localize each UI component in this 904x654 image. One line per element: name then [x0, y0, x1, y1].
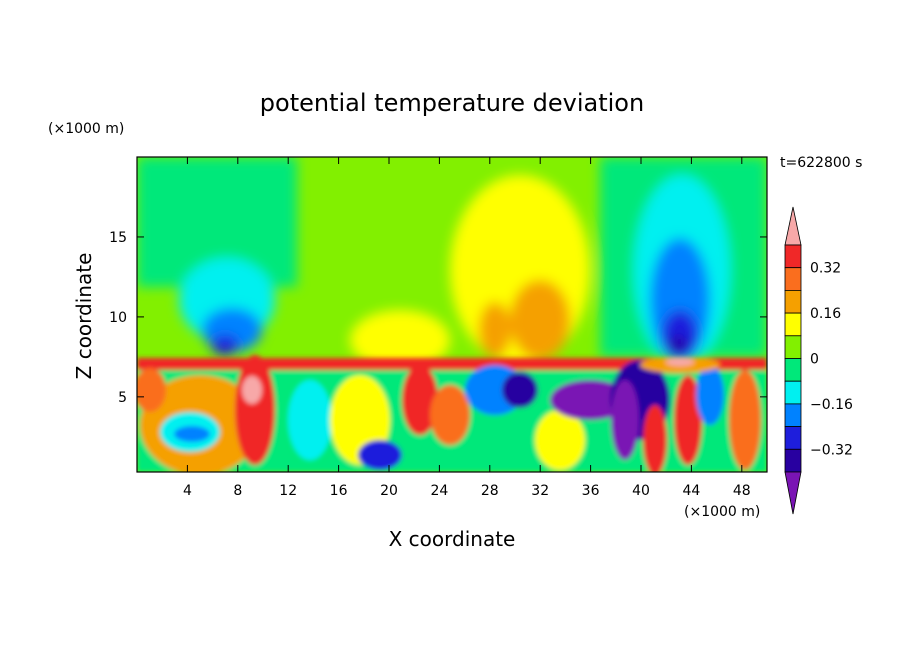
colorbar: 0.32 0.16 0 −0.16 −0.32 [784, 206, 853, 515]
x-tick-label: 20 [380, 483, 398, 499]
colorbar-tick-label: −0.16 [810, 397, 853, 413]
x-tick-label: 36 [582, 483, 600, 499]
y-axis-title: Z coordinate [72, 253, 96, 380]
lower-field [137, 355, 767, 472]
colorbar-extend-bottom [784, 471, 802, 515]
y-tick-label: 15 [109, 230, 127, 246]
x-tick-label: 8 [233, 483, 242, 499]
x-tick-label: 40 [632, 483, 650, 499]
colorbar-tick-label: 0.32 [810, 261, 841, 277]
y-unit-label: (×1000 m) [48, 121, 124, 137]
x-tick-label: 48 [733, 483, 751, 499]
colorbar-tick-label: 0 [810, 352, 819, 368]
colorbar-tick-label: −0.32 [810, 442, 853, 458]
y-tick-label: 5 [118, 390, 127, 406]
y-tick-label: 10 [109, 310, 127, 326]
colorbar-swatch [784, 289, 802, 314]
colorbar-swatch [784, 312, 802, 337]
chart-title: potential temperature deviation [260, 89, 644, 117]
heatmap-field [137, 157, 767, 472]
x-axis: 4 8 12 16 20 24 28 32 36 40 44 48 [183, 157, 751, 499]
x-tick-label: 12 [279, 483, 297, 499]
time-label: t=622800 s [780, 155, 862, 171]
x-tick-label: 16 [330, 483, 348, 499]
x-axis-title: X coordinate [389, 527, 516, 551]
x-tick-label: 4 [183, 483, 192, 499]
colorbar-swatch [784, 448, 802, 473]
colorbar-swatch [784, 358, 802, 382]
colorbar-extend-top [784, 206, 802, 246]
x-tick-label: 24 [430, 483, 448, 499]
colorbar-swatch [784, 403, 802, 427]
y-axis: 5 10 15 [109, 230, 767, 406]
colorbar-swatch [784, 244, 802, 269]
colorbar-swatch [784, 426, 802, 450]
colorbar-swatch [784, 335, 802, 359]
colorbar-tick-label: 0.16 [810, 306, 841, 322]
upper-field [137, 157, 767, 370]
x-tick-label: 32 [531, 483, 549, 499]
x-unit-label: (×1000 m) [684, 504, 760, 520]
colorbar-swatch [784, 380, 802, 405]
x-tick-label: 44 [682, 483, 700, 499]
x-tick-label: 28 [481, 483, 499, 499]
colorbar-swatch [784, 267, 802, 291]
plot-frame [136, 156, 768, 473]
